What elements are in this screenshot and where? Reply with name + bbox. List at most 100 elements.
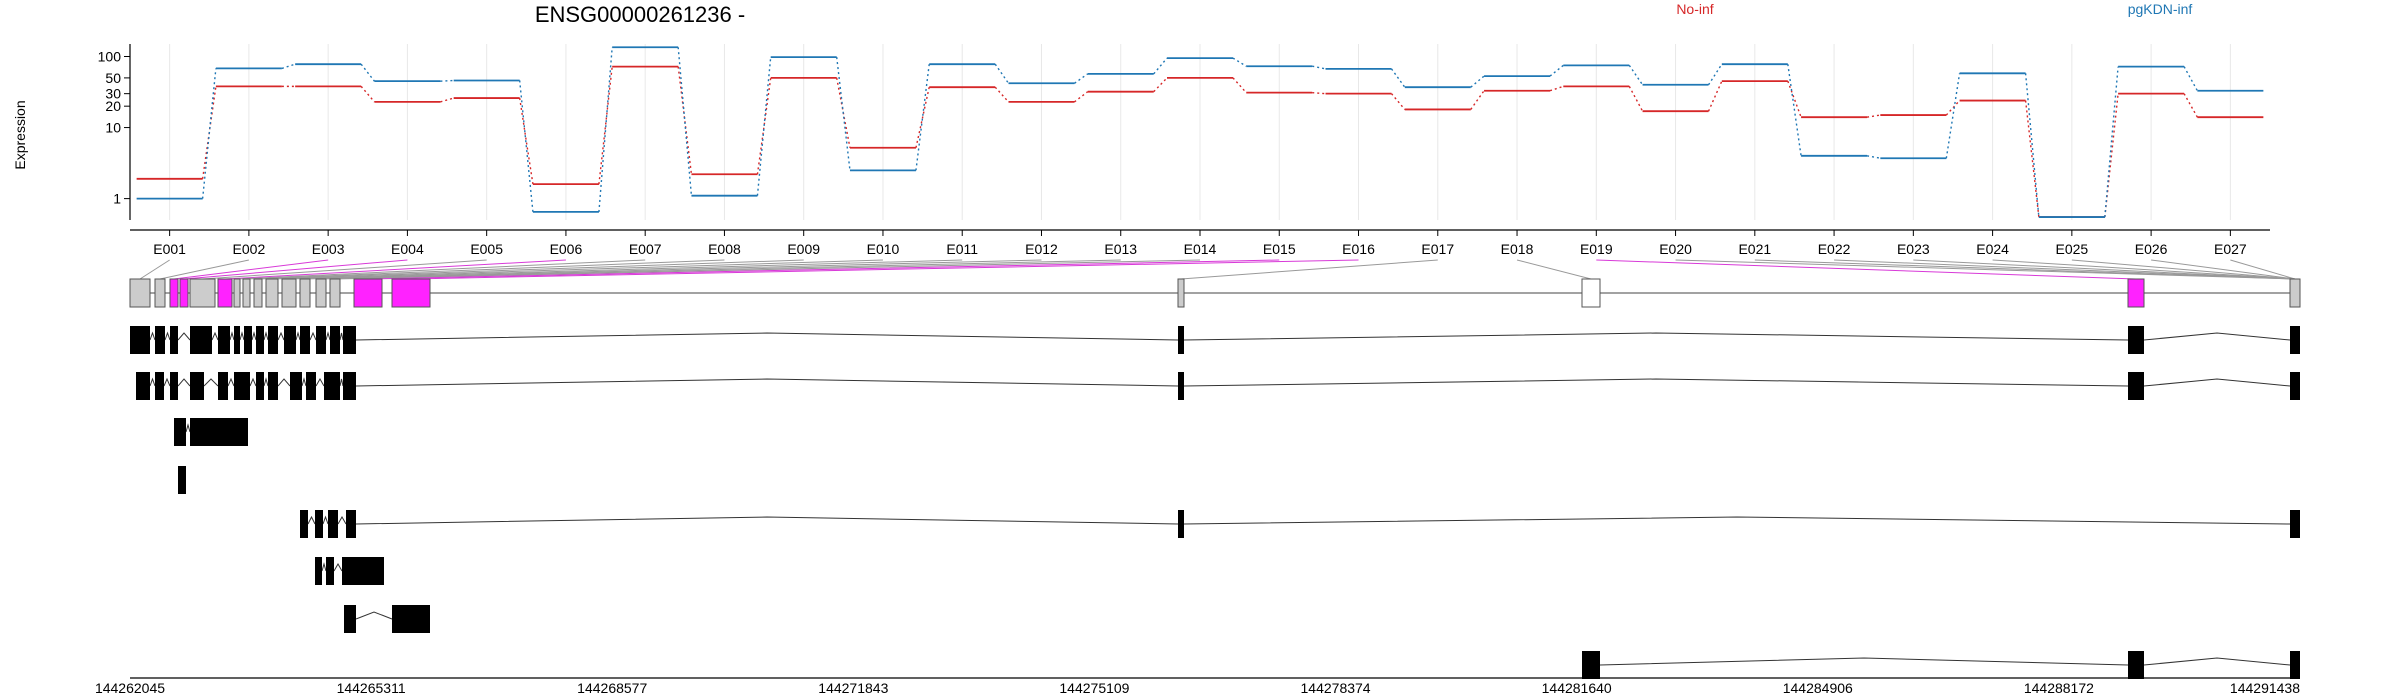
transcript-1-exon-10 xyxy=(284,326,296,354)
model-exon-14 xyxy=(329,278,341,308)
series-1-link-E014 xyxy=(1232,57,1247,67)
model-exon-2 xyxy=(154,278,166,308)
genomic-tick-144265311: 144265311 xyxy=(337,680,406,696)
exon-label-E014: E014 xyxy=(1184,241,1217,257)
connector-E023 xyxy=(1913,259,2296,280)
series-0-link-E025 xyxy=(2104,93,2119,218)
exon-label-E008: E008 xyxy=(708,241,741,257)
series-1-link-E018 xyxy=(1549,64,1564,77)
transcript-7-exon-2 xyxy=(392,605,430,633)
transcript-2-intron-9 xyxy=(301,377,307,387)
y-tick-label-10: 10 xyxy=(105,120,121,136)
y-tick-label-1: 1 xyxy=(113,191,121,207)
transcript-1-intron-9 xyxy=(277,331,285,341)
connector-E006 xyxy=(224,259,566,280)
exon-label-E017: E017 xyxy=(1421,241,1454,257)
transcript-1-exon-3 xyxy=(170,326,178,354)
legend-pgkdn-inf: pgKDN-inf xyxy=(2128,1,2193,17)
exon-label-E010: E010 xyxy=(867,241,900,257)
transcript-2-exon-13 xyxy=(1178,372,1184,400)
exon-model-track xyxy=(129,278,2301,308)
model-exon-1 xyxy=(129,278,151,308)
transcript-1-exon-1 xyxy=(130,326,150,354)
series-1-link-E023 xyxy=(1945,73,1961,159)
transcript-2-intron-7 xyxy=(263,377,269,387)
chart-title: ENSG00000261236 - xyxy=(535,2,745,27)
series-1-link-E019 xyxy=(1628,64,1644,86)
transcript-5-intron-3 xyxy=(337,515,347,525)
exon-label-E024: E024 xyxy=(1976,241,2009,257)
transcript-1-intron-6 xyxy=(239,331,245,341)
exon-label-E022: E022 xyxy=(1818,241,1851,257)
transcript-1-intron-3 xyxy=(177,332,191,341)
series-0-link-E003 xyxy=(360,85,375,103)
series-0-link-E015 xyxy=(1312,91,1326,95)
series-1-link-E015 xyxy=(1312,65,1326,70)
transcript-1-intron-2 xyxy=(164,331,171,341)
series-1-link-E022 xyxy=(1866,155,1881,159)
series-1-link-E009 xyxy=(836,57,851,171)
model-exon-15 xyxy=(353,278,383,308)
series-0-link-E007 xyxy=(677,66,693,175)
transcript-3-intron-1 xyxy=(185,423,191,433)
connector-E007 xyxy=(236,259,646,280)
series-1-link-E006 xyxy=(598,47,613,212)
transcript-1-exon-12 xyxy=(316,326,326,354)
genomic-tick-144268577: 144268577 xyxy=(577,680,647,696)
genomic-tick-144288172: 144288172 xyxy=(2024,680,2094,696)
transcript-1-intron-8 xyxy=(263,331,269,341)
transcript-6-exon-2 xyxy=(326,557,334,585)
transcript-1-exon-16 xyxy=(2128,326,2144,354)
model-exon-11 xyxy=(281,278,297,308)
model-exon-9 xyxy=(253,278,263,308)
series-1-link-E020 xyxy=(1707,63,1723,86)
transcript-1-exon-17 xyxy=(2290,326,2300,354)
y-tick-label-100: 100 xyxy=(98,49,122,65)
series-1-link-E002 xyxy=(281,63,296,70)
transcript-2-exon-9 xyxy=(290,372,302,400)
model-exon-17 xyxy=(1177,278,1185,308)
transcript-2-exon-4 xyxy=(190,372,204,400)
exon-label-E013: E013 xyxy=(1104,241,1137,257)
transcript-1-intron-10 xyxy=(295,331,301,341)
transcript-1-exon-6 xyxy=(234,326,240,354)
connector-E008 xyxy=(246,259,725,280)
connector-E002 xyxy=(159,259,249,280)
genomic-tick-144291438: 144291438 xyxy=(2230,680,2300,696)
transcript-1-exon-2 xyxy=(155,326,165,354)
series-0-link-E010 xyxy=(915,87,930,148)
transcript-3-exon-2 xyxy=(190,418,248,446)
exon-label-E026: E026 xyxy=(2135,241,2168,257)
model-exon-4 xyxy=(179,278,189,308)
transcript-8-intron-2 xyxy=(2143,657,2291,666)
exon-label-E027: E027 xyxy=(2214,241,2247,257)
transcript-1-exon-5 xyxy=(218,326,230,354)
transcript-6-exon-3 xyxy=(342,557,384,585)
exon-label-E003: E003 xyxy=(312,241,345,257)
transcript-2-exon-5 xyxy=(218,372,228,400)
transcript-1-intron-14 xyxy=(355,332,1179,341)
transcript-1-exon-7 xyxy=(244,326,252,354)
transcript-1-intron-15 xyxy=(1183,332,2129,341)
transcript-1-exon-8 xyxy=(256,326,264,354)
transcript-1-intron-4 xyxy=(211,331,219,341)
connector-E009 xyxy=(257,259,804,280)
series-0-link-E023 xyxy=(1945,100,1961,116)
genomic-tick-144278374: 144278374 xyxy=(1301,680,1371,696)
exon-label-E001: E001 xyxy=(153,241,186,257)
series-0-link-E012 xyxy=(1074,91,1089,103)
series-lines xyxy=(136,46,2264,218)
series-0-link-E020 xyxy=(1707,80,1723,112)
exon-label-E006: E006 xyxy=(550,241,583,257)
exon-label-E012: E012 xyxy=(1025,241,1058,257)
genomic-tick-144275109: 144275109 xyxy=(1059,680,1129,696)
model-exon-19 xyxy=(2127,278,2145,308)
exon-connectors xyxy=(139,259,2296,280)
transcript-2-intron-4 xyxy=(203,378,219,387)
exon-label-E004: E004 xyxy=(391,241,424,257)
transcript-4-exon-1 xyxy=(178,466,186,494)
series-1-link-E003 xyxy=(360,63,375,82)
connector-E010 xyxy=(271,259,883,280)
